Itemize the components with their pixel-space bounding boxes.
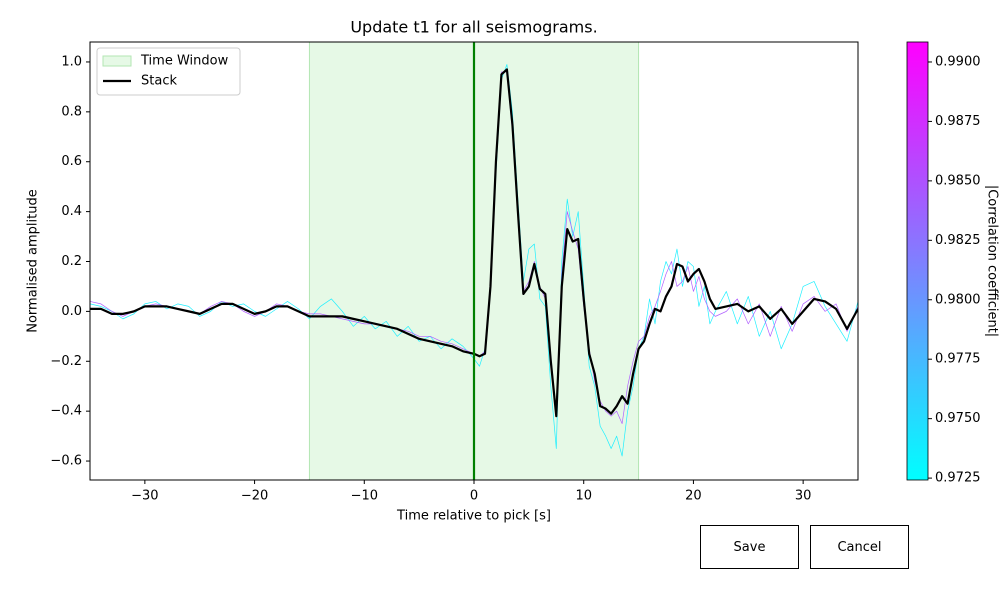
x-tick-label: 30 bbox=[795, 489, 812, 504]
y-tick-label: −0.4 bbox=[50, 404, 82, 419]
colorbar bbox=[906, 41, 929, 481]
y-tick-label: 0.2 bbox=[61, 254, 82, 269]
x-tick-label: 10 bbox=[575, 489, 592, 504]
chart-title: Update t1 for all seismograms. bbox=[350, 18, 597, 37]
y-tick-label: 0.8 bbox=[61, 104, 82, 119]
x-tick-label: 20 bbox=[685, 489, 702, 504]
colorbar-tick-label: 0.9800 bbox=[935, 292, 981, 307]
y-tick-label: 0.6 bbox=[61, 154, 82, 169]
legend-label: Time Window bbox=[140, 54, 229, 69]
colorbar-label: |Correlation coefficient| bbox=[985, 185, 1000, 337]
colorbar-tick-label: 0.9750 bbox=[935, 411, 981, 426]
y-tick-label: 0.4 bbox=[61, 204, 82, 219]
y-axis-label: Normalised amplitude bbox=[26, 189, 41, 333]
x-tick-label: −20 bbox=[241, 489, 268, 504]
legend-swatch bbox=[102, 55, 132, 67]
colorbar-tick-label: 0.9725 bbox=[935, 471, 981, 486]
legend-box bbox=[96, 47, 241, 96]
plot-area bbox=[90, 42, 858, 480]
colorbar-tick-label: 0.9900 bbox=[935, 54, 981, 69]
save-button[interactable]: Save bbox=[700, 525, 799, 569]
y-tick-label: 1.0 bbox=[61, 54, 82, 69]
cancel-button[interactable]: Cancel bbox=[810, 525, 909, 569]
colorbar-tick-label: 0.9875 bbox=[935, 114, 981, 129]
y-tick-label: −0.6 bbox=[50, 454, 82, 469]
y-tick-label: 0.0 bbox=[61, 304, 82, 319]
x-tick-label: −30 bbox=[131, 489, 158, 504]
y-tick-label: −0.2 bbox=[50, 354, 82, 369]
colorbar-tick-label: 0.9775 bbox=[935, 352, 981, 367]
legend-label: Stack bbox=[141, 74, 177, 89]
x-tick-label: 0 bbox=[470, 489, 478, 504]
x-axis-label: Time relative to pick [s] bbox=[396, 509, 551, 524]
x-tick-label: −10 bbox=[351, 489, 378, 504]
stack-line bbox=[90, 68, 858, 418]
colorbar-tick-label: 0.9825 bbox=[935, 233, 981, 248]
trace-line bbox=[90, 71, 858, 424]
colorbar-tick-label: 0.9850 bbox=[935, 173, 981, 188]
